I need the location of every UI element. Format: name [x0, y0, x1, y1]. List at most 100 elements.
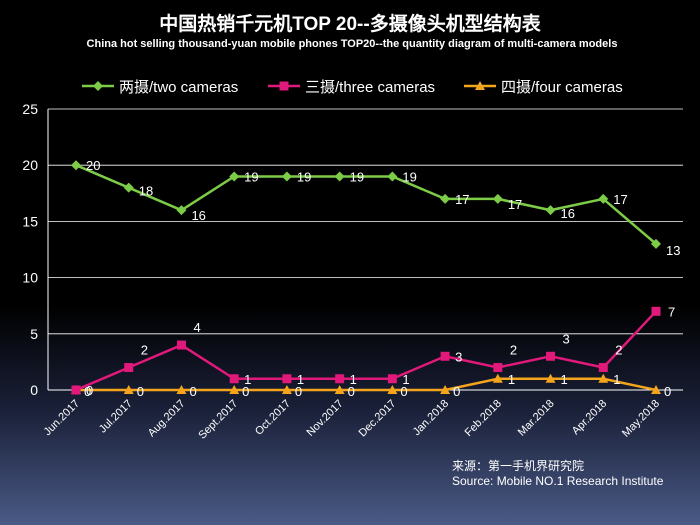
diamond-marker — [651, 238, 661, 249]
data-label: 7 — [668, 304, 675, 319]
data-label: 19 — [350, 169, 364, 184]
data-label: 0 — [295, 384, 302, 399]
data-label: 2 — [510, 343, 517, 358]
chart-subtitle: China hot selling thousand-yuan mobile p… — [87, 38, 618, 50]
data-label: 1 — [613, 372, 620, 387]
data-label: 1 — [561, 372, 568, 387]
triangle-marker — [651, 385, 661, 394]
y-tick-label: 15 — [22, 213, 38, 229]
legend: 两摄/two cameras 三摄/three cameras 四摄/four ca… — [82, 79, 623, 96]
data-label: 2 — [615, 343, 622, 358]
series-1 — [71, 160, 661, 249]
data-label: 17 — [455, 192, 469, 207]
chart-title: 中国热销千元机TOP 20--多摄像头机型结构表 — [159, 12, 541, 35]
square-marker — [651, 306, 661, 316]
x-tick-label: Apr.2018 — [570, 398, 610, 438]
x-tick-label: Jun.2017 — [42, 398, 82, 438]
triangle-marker — [475, 81, 485, 90]
data-label: 3 — [563, 331, 570, 346]
source-line-en: Source: Mobile NO.1 Research Institute — [452, 474, 664, 488]
x-tick-label: Mar.2018 — [516, 398, 557, 439]
series-3 — [71, 373, 661, 394]
legend-label: 三摄/three cameras — [305, 79, 435, 96]
diamond-marker — [229, 171, 240, 182]
triangle-marker — [176, 385, 187, 394]
diamond-marker — [281, 171, 292, 182]
x-tick-label: Oct.2017 — [253, 398, 293, 438]
data-label: 1 — [244, 372, 251, 387]
data-label: 3 — [455, 349, 462, 364]
y-tick-label: 5 — [30, 326, 38, 342]
triangle-marker — [440, 385, 451, 394]
data-label: 0 — [84, 384, 91, 399]
data-label: 0 — [137, 384, 144, 399]
data-label: 19 — [297, 169, 311, 184]
series-line — [76, 377, 657, 392]
data-label: 16 — [561, 206, 575, 221]
data-label: 0 — [664, 384, 671, 399]
data-label: 19 — [244, 169, 258, 184]
x-tick-label: Jan.2018 — [411, 398, 451, 438]
square-marker — [282, 374, 292, 384]
diamond-marker — [440, 193, 451, 204]
square-marker — [546, 351, 556, 361]
diamond-marker — [176, 205, 187, 216]
diamond-marker — [123, 182, 134, 193]
square-marker — [71, 385, 81, 395]
data-label: 19 — [402, 169, 416, 184]
legend-label: 四摄/four cameras — [501, 79, 623, 96]
source-line-cn: 来源：第一手机界研究院 — [452, 458, 584, 473]
x-tick-label: Feb.2018 — [463, 398, 504, 439]
data-label: 0 — [189, 384, 196, 399]
data-label: 1 — [508, 372, 515, 387]
square-marker — [229, 374, 239, 384]
data-label: 17 — [508, 197, 522, 212]
data-label: 0 — [453, 384, 460, 399]
legend-label: 两摄/two cameras — [119, 79, 238, 96]
diamond-marker — [334, 171, 345, 182]
data-label: 1 — [402, 372, 409, 387]
triangle-marker — [123, 385, 134, 394]
y-tick-label: 20 — [22, 157, 38, 173]
square-marker — [493, 363, 503, 373]
x-tick-label: Nov.2017 — [305, 398, 346, 439]
y-tick-label: 25 — [22, 101, 38, 117]
diamond-marker — [93, 81, 103, 91]
square-marker — [124, 363, 134, 373]
data-label: 13 — [666, 243, 680, 258]
series-line — [75, 164, 657, 245]
x-tick-label: Dec.2017 — [357, 398, 399, 440]
diamond-marker — [545, 205, 556, 216]
x-tick-label: Aug.2017 — [146, 398, 188, 440]
grid — [48, 108, 683, 335]
data-label: 4 — [193, 320, 200, 335]
square-marker — [440, 351, 450, 361]
series-line — [75, 310, 657, 392]
diamond-marker — [492, 193, 503, 204]
square-marker — [598, 363, 608, 373]
data-label: 0 — [242, 384, 249, 399]
data-label: 18 — [139, 184, 153, 199]
data-label: 0 — [348, 384, 355, 399]
data-label: 16 — [191, 208, 205, 223]
square-marker — [176, 340, 186, 350]
diamond-marker — [598, 193, 609, 204]
data-label: 20 — [86, 158, 100, 173]
triangle-marker — [281, 385, 292, 394]
y-tick-label: 0 — [30, 382, 38, 398]
data-label: 17 — [613, 192, 627, 207]
square-marker — [387, 374, 397, 384]
data-label: 0 — [400, 384, 407, 399]
x-tick-label: May.2018 — [620, 398, 662, 440]
triangle-marker — [545, 373, 556, 383]
data-label: 0 — [86, 383, 93, 398]
triangle-marker — [229, 385, 240, 394]
data-label: 1 — [297, 372, 304, 387]
triangle-marker — [598, 373, 609, 383]
data-label: 1 — [350, 372, 357, 387]
square-marker — [279, 81, 289, 91]
series-group — [71, 160, 661, 395]
y-tick-label: 10 — [22, 270, 38, 286]
